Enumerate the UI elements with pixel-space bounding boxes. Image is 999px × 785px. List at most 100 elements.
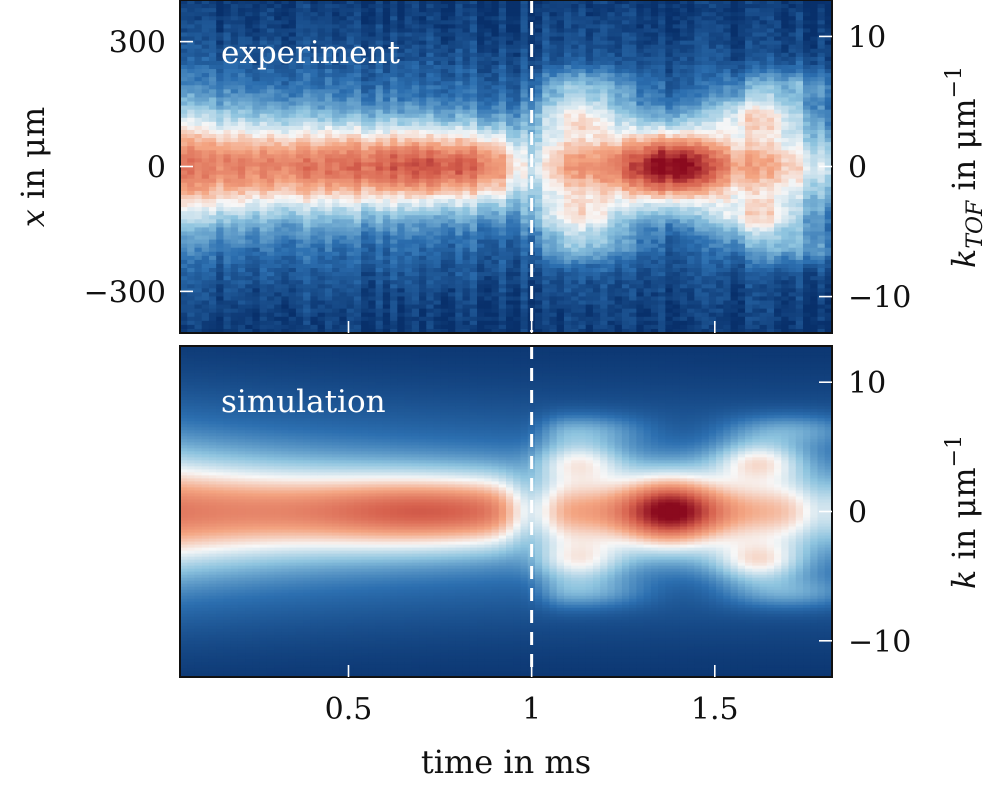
heatmap-cell <box>208 16 217 21</box>
heatmap-cell <box>201 255 210 261</box>
heatmap-cell <box>281 52 290 58</box>
heatmap-cell <box>303 89 312 95</box>
heatmap-cell <box>506 215 514 220</box>
heatmap-cell <box>310 97 319 103</box>
heatmap-cell <box>448 109 456 115</box>
heatmap-cell <box>469 4 478 9</box>
heatmap-cell <box>303 296 312 302</box>
heatmap-cell <box>513 288 522 294</box>
heatmap-cell <box>578 255 587 261</box>
heatmap-cell <box>223 109 232 115</box>
heatmap-cell <box>288 8 297 13</box>
heatmap-cell <box>462 73 471 78</box>
heatmap-cell <box>571 113 580 119</box>
heatmap-cell <box>571 235 580 241</box>
heatmap-cell <box>491 81 500 86</box>
heatmap-cell <box>397 162 406 168</box>
heatmap-cell <box>310 28 319 34</box>
heatmap-cell <box>571 109 580 115</box>
heatmap-cell <box>404 268 413 273</box>
heatmap-cell <box>404 219 413 225</box>
heatmap-cell <box>216 20 225 26</box>
heatmap-cell <box>353 166 362 172</box>
heatmap-cell <box>274 20 283 26</box>
heatmap-cell <box>303 44 312 50</box>
heatmap-cell <box>303 109 312 115</box>
heatmap-cell <box>324 231 333 237</box>
heatmap-cell <box>266 117 275 123</box>
heatmap-cell <box>245 186 254 192</box>
heatmap-cell <box>600 105 609 111</box>
heatmap-cell <box>208 56 217 62</box>
heatmap-cell <box>259 16 268 21</box>
heatmap-cell <box>382 227 391 233</box>
heatmap-cell <box>455 182 464 188</box>
heatmap-cell <box>375 73 384 78</box>
heatmap-cell <box>194 276 203 281</box>
heatmap-cell <box>498 324 507 330</box>
heatmap-cell <box>440 203 449 208</box>
heatmap-cell <box>578 239 587 245</box>
heatmap-cell <box>462 109 471 115</box>
heatmap-cell <box>426 32 435 38</box>
heatmap-cell <box>274 288 283 294</box>
heatmap-cell <box>556 40 565 46</box>
heatmap-cell <box>237 134 246 139</box>
heatmap-cell <box>332 138 341 143</box>
heatmap-cell <box>419 304 428 310</box>
heatmap-cell <box>266 284 275 290</box>
heatmap-cell <box>281 207 290 212</box>
heatmap-cell <box>506 0 514 5</box>
heatmap-cell <box>339 219 348 225</box>
heatmap-cell <box>382 4 391 9</box>
heatmap-cell <box>592 8 601 13</box>
heatmap-cell <box>585 117 594 123</box>
heatmap-cell <box>201 69 210 74</box>
heatmap-cell <box>259 215 268 220</box>
heatmap-cell <box>571 129 580 135</box>
heatmap-cell <box>506 93 514 99</box>
heatmap-cell <box>484 142 493 147</box>
heatmap-cell <box>390 36 399 42</box>
heatmap-cell <box>245 154 254 160</box>
heatmap-cell <box>477 316 485 322</box>
heatmap-cell <box>353 207 362 212</box>
heatmap-cell <box>600 60 609 66</box>
heatmap-cell <box>288 154 297 160</box>
heatmap-cell <box>259 0 268 5</box>
heatmap-cell <box>506 276 514 281</box>
heatmap-cell <box>411 239 420 245</box>
heatmap-cell <box>180 272 188 277</box>
heatmap-cell <box>245 48 254 54</box>
heatmap-cell <box>426 251 435 257</box>
heatmap-cell <box>208 316 217 322</box>
heatmap-cell <box>245 198 254 204</box>
heatmap-cell <box>556 117 565 123</box>
heatmap-cell <box>404 150 413 156</box>
heatmap-cell <box>245 300 254 306</box>
heatmap-cell <box>440 117 449 123</box>
heatmap-cell <box>216 194 225 200</box>
heatmap-cell <box>534 138 543 143</box>
heatmap-cell <box>477 247 485 253</box>
heatmap-cell <box>259 182 268 188</box>
heatmap-cell <box>404 28 413 34</box>
heatmap-cell <box>223 12 232 17</box>
heatmap-cell <box>426 69 435 74</box>
heatmap-cell <box>208 121 217 127</box>
heatmap-cell <box>419 32 428 38</box>
heatmap-cell <box>404 304 413 310</box>
heatmap-cell <box>607 40 616 46</box>
heatmap-cell <box>440 170 449 176</box>
heatmap-cell <box>614 292 623 298</box>
heatmap-cell <box>281 284 290 290</box>
heatmap-cell <box>346 77 355 82</box>
heatmap-cell <box>614 231 623 237</box>
heatmap-cell <box>592 316 601 322</box>
heatmap-cell <box>237 215 246 220</box>
heatmap-cell <box>259 219 268 225</box>
heatmap-cell <box>563 64 572 70</box>
heatmap-cell <box>419 211 428 216</box>
heatmap-cell <box>339 190 348 196</box>
heatmap-cell <box>571 142 580 147</box>
